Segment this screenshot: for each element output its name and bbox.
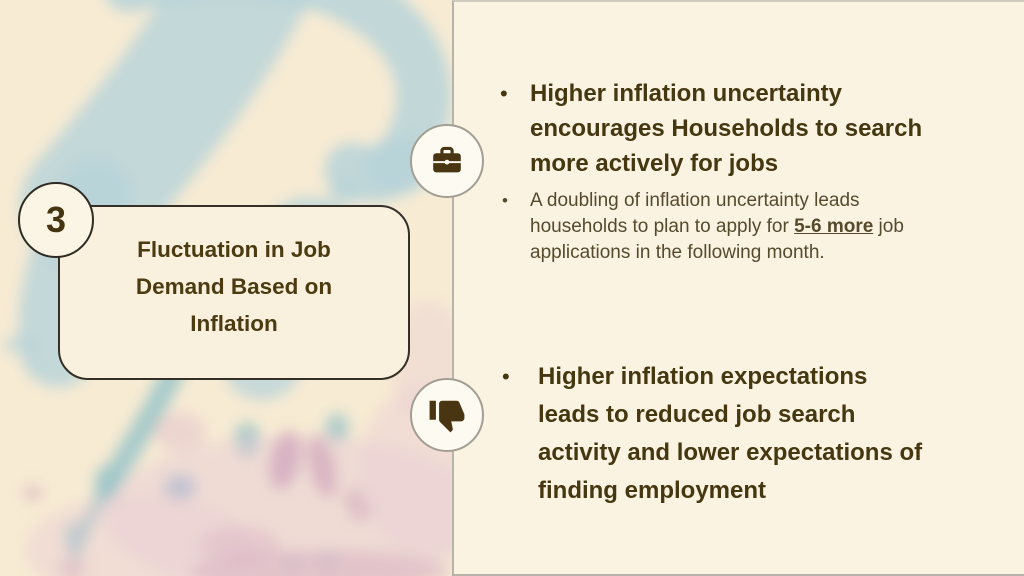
thumbs-down-icon-circle — [410, 378, 484, 452]
bullet-heading-1: Higher inflation uncertainty encourages … — [530, 80, 923, 177]
bullet-marker: • — [502, 364, 510, 389]
bullet-marker: • — [502, 191, 508, 210]
slide-number: 3 — [45, 199, 67, 240]
emphasis-text: 5-6 more — [794, 216, 874, 237]
slide-number-badge: 3 — [18, 182, 94, 258]
bullet-point-2: • Higher inflation expectations leads to… — [502, 358, 1012, 510]
bullet-heading-2: Higher inflation expectations leads to r… — [538, 363, 923, 504]
bullet-point-1: • Higher inflation uncertainty encourage… — [500, 76, 1005, 181]
bullet-detail-1: A doubling of inflation uncertainty lead… — [530, 188, 995, 266]
detail-text-post: job applications in the following month. — [530, 216, 904, 263]
slide-title: Fluctuation in Job Demand Based on Infla… — [135, 237, 333, 336]
bullet-marker: • — [500, 81, 508, 106]
briefcase-icon — [433, 146, 461, 173]
bullet-subpoint-1: • A doubling of inflation uncertainty le… — [502, 188, 1002, 266]
content-panel: • Higher inflation uncertainty encourage… — [452, 0, 1024, 576]
title-card: Fluctuation in Job Demand Based on Infla… — [58, 205, 410, 380]
detail-text-pre: A doubling of inflation uncertainty lead… — [530, 190, 860, 237]
briefcase-icon-circle — [410, 124, 484, 198]
thumbs-down-icon — [429, 400, 465, 433]
